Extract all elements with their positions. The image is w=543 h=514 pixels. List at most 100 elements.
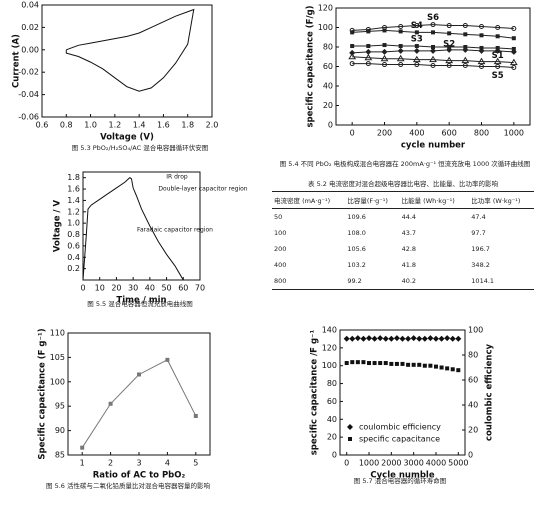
marker [394,361,399,366]
marker [428,363,433,368]
marker [411,362,416,367]
figure-caption: 图 5.4 不同 PbO₂ 电极构成混合电容器在 200mA·g⁻¹ 恒流充放电… [280,159,531,168]
table-header-cell: 比容量(F·g⁻¹) [345,191,400,209]
annotation: IR drop [166,174,188,181]
x-tick-label: 0 [344,459,349,468]
x-tick-label: 1.6 [157,121,170,130]
marker [382,62,387,68]
table-cell: 100 [274,229,287,237]
marker [80,445,85,450]
marker [430,63,436,69]
y-tick-label: 0 [468,451,473,460]
series-line [352,56,514,64]
marker [417,362,422,367]
marker [343,335,350,342]
series-line [352,63,514,68]
table-cell: 1014.1 [471,277,495,285]
marker [400,361,405,366]
x-tick-label: 200 [377,129,392,138]
marker [405,335,412,342]
x-tick-label: 3 [136,459,141,468]
marker [416,335,423,342]
marker [463,45,468,49]
x-tick-label: 2 [108,459,113,468]
table-cell: 200 [274,245,287,253]
x-tick-label: 1.8 [181,121,194,130]
x-tick-label: 5000 [448,459,468,468]
marker [421,335,428,342]
y-axis-label: Voltage / V [53,200,63,253]
figure-caption: 图 5.3 PbO₂/H₂SO₄/AC 混合电容器循环伏安图 [72,143,208,152]
marker [455,335,462,342]
marker [495,34,500,39]
marker [398,62,404,68]
y-tick-label: 60 [323,62,333,71]
y-tick-label: 0.6 [67,241,80,250]
x-tick-label: 30 [128,284,138,293]
table-cell: 105.6 [347,245,366,253]
marker [422,363,427,368]
marker [446,63,452,69]
y-tick-label: 80 [323,43,333,52]
marker [433,364,438,369]
marker [371,335,378,342]
marker [450,367,455,372]
y-tick-label: 60 [468,376,478,385]
marker [349,335,356,342]
marker [355,360,360,365]
series-label: S6 [427,13,439,23]
marker [399,335,406,342]
y-tick-label: 0.8 [67,230,80,239]
marker [366,44,371,49]
marker [479,24,484,30]
marker [398,29,403,34]
table-cell: 196.7 [471,245,490,253]
marker [456,368,461,373]
marker [360,335,367,342]
marker [398,44,403,49]
marker [427,335,434,342]
y-tick-label: 120 [318,4,333,13]
y-tick-label: 110 [50,329,65,338]
marker [445,366,450,371]
x-tick-label: 0 [350,129,355,138]
marker [383,361,388,366]
marker [432,335,439,342]
x-tick-label: 1000 [504,129,524,138]
x-tick-label: 1 [80,459,85,468]
annotation: Faradaic capacitor region [137,227,213,234]
y-tick-label: 0.2 [67,264,80,273]
marker [511,36,516,41]
table-header-cell: 比功率 (W·kg⁻¹) [469,191,534,209]
x-axis-label: Voltage (V) [100,133,154,143]
marker [397,47,404,54]
y-axis-label: specific capacitance /F g⁻¹ [310,329,320,455]
marker [365,26,371,32]
marker [447,31,452,36]
marker [410,335,417,342]
table-block: 表 5.2 电流密度对混合超级电容器比电容、比能量、比功率的影响 电流密度 (m… [272,178,534,290]
y-tick-label: 1.6 [67,185,80,194]
marker [445,56,454,64]
table-row: 50 109.6 44.4 47.4 [272,209,534,226]
marker [413,47,420,54]
series-line [65,8,195,92]
marker [388,335,395,342]
marker [350,360,355,365]
y-tick-label: 1.0 [67,219,80,228]
table-body: 50 109.6 44.4 47.4 100 108.0 43.7 97.7 200 105.6 4… [272,209,534,290]
y-tick-label: 85 [55,451,65,460]
x-tick-label: 0 [80,284,85,293]
y-tick-label: 0 [328,121,333,130]
table-cell: 41.8 [401,261,417,269]
y-tick-label: 95 [55,402,65,411]
marker [462,23,468,29]
marker [412,55,421,63]
x-tick-label: 3000 [403,459,423,468]
y-tick-label: 1.8 [67,173,80,182]
series-line [352,24,514,31]
x-tick-label: 0.6 [36,121,49,130]
table-cell: 348.2 [471,261,490,269]
y-tick-label: 1.4 [67,196,80,205]
y-tick-label: 0.04 [21,1,39,10]
